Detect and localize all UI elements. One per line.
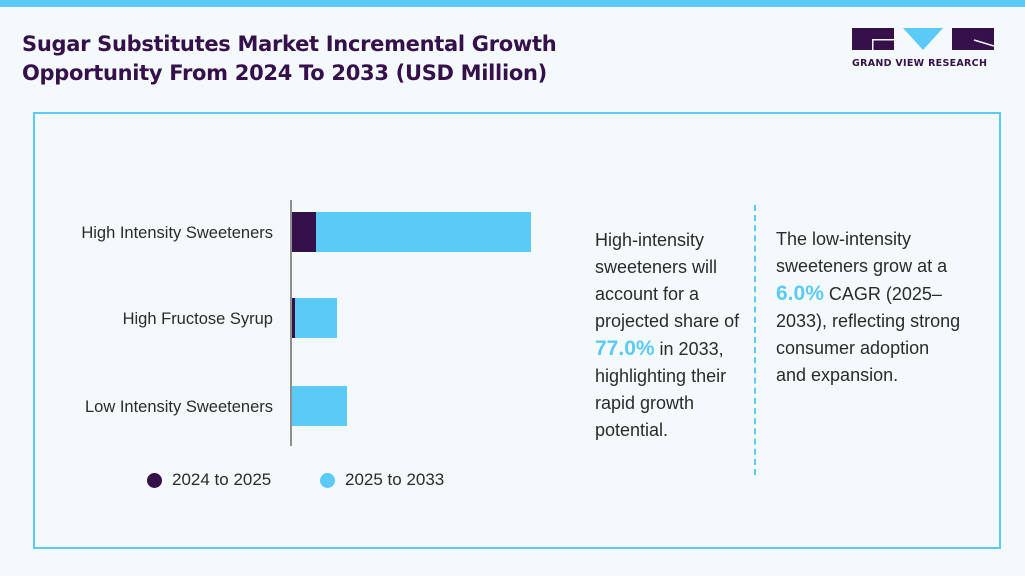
legend-item-2025-2033: 2025 to 2033 — [320, 470, 444, 490]
bar-2024-2025 — [291, 298, 295, 338]
chart-frame — [33, 112, 1001, 549]
note-high-intensity: High-intensity sweeteners will account f… — [595, 227, 750, 444]
legend-swatch-light — [320, 472, 335, 488]
note-highlight: 77.0% — [595, 337, 655, 360]
bar-2025-2033 — [292, 386, 347, 426]
title-line-1: Sugar Substitutes Market Incremental Gro… — [22, 32, 557, 56]
legend-swatch-dark — [147, 472, 162, 488]
chart-title: Sugar Substitutes Market Incremental Gro… — [22, 30, 557, 88]
legend-label: 2025 to 2033 — [345, 470, 445, 489]
title-line-2: Opportunity From 2024 To 2033 (USD Milli… — [22, 61, 547, 85]
note-highlight: 6.0% — [776, 282, 824, 305]
grand-view-research-logo: GRAND VIEW RESEARCH — [852, 28, 994, 69]
note-text: High-intensity sweeteners will account f… — [595, 230, 740, 331]
bar-2024-2025 — [291, 212, 316, 252]
note-text: The low-intensity sweeteners grow at a — [776, 229, 948, 276]
note-text: CAGR (2025–2033), reflecting strong cons… — [776, 284, 961, 385]
dashed-divider — [754, 205, 756, 475]
note-text: in 2033, highlighting their rapid growth… — [595, 339, 727, 440]
logo-mark-icon — [852, 28, 994, 50]
category-label: High Intensity Sweeteners — [81, 224, 273, 242]
category-label: Low Intensity Sweeteners — [85, 398, 273, 416]
top-strip — [0, 0, 1025, 7]
logo-text: GRAND VIEW RESEARCH — [852, 58, 988, 69]
legend-item-2024-2025: 2024 to 2025 — [147, 470, 271, 490]
bar-2025-2033 — [316, 212, 531, 252]
category-label: High Fructose Syrup — [123, 310, 273, 328]
bar-2025-2033 — [295, 298, 337, 338]
note-low-intensity: The low-intensity sweeteners grow at a 6… — [776, 226, 961, 389]
legend-label: 2024 to 2025 — [172, 470, 272, 489]
